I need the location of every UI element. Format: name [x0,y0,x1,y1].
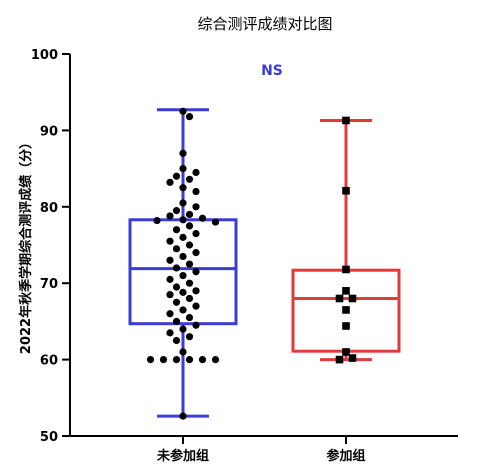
data-point [166,178,174,186]
data-point [192,168,200,177]
y-tick-label: 50 [40,430,58,445]
y-axis-label: 2022年秋季学期综合测评成绩（分） [18,136,34,354]
data-point [179,306,187,314]
data-point [172,298,181,306]
data-point [192,249,200,257]
data-point [172,226,181,234]
data-point [166,237,174,245]
data-point [179,325,187,333]
data-point [192,187,200,196]
data-point [179,216,187,224]
data-point [179,233,187,241]
data-point [198,214,207,222]
data-point [179,149,187,157]
data-point [192,321,200,329]
data-point [172,245,181,253]
y-tick-label: 90 [40,124,58,139]
data-point [348,354,357,362]
data-point [185,313,194,322]
x-tick-label: 未参加组 [156,448,209,464]
data-point [192,268,200,276]
data-point [211,218,220,226]
data-point [185,113,194,121]
data-point [166,291,174,299]
data-point [179,271,187,280]
x-tick-label: 参加组 [326,448,365,464]
data-point [172,336,181,345]
data-point [172,207,181,215]
data-point [179,107,187,115]
data-point [342,322,350,330]
data-point [166,212,174,220]
data-point [192,302,200,310]
y-tick-label: 80 [40,201,58,216]
data-point [342,306,350,314]
data-point [185,175,194,183]
data-point [179,184,187,192]
data-point [172,264,181,272]
data-point [146,356,155,364]
data-point [185,210,194,219]
data-point [185,241,194,249]
data-point [153,216,161,225]
data-point [185,222,194,230]
data-point [342,265,350,274]
data-point [166,275,174,283]
chart-title: 综合测评成绩对比图 [197,15,332,33]
data-point [179,288,187,296]
data-point [342,348,350,356]
data-point [172,283,181,291]
data-point [179,165,187,173]
y-tick-label: 60 [40,354,58,369]
data-point [185,294,194,303]
data-point [335,294,344,303]
data-point [198,356,207,364]
data-point [348,294,357,303]
data-point [179,252,187,261]
y-tick-label: 70 [40,277,58,292]
data-point [185,356,194,364]
data-point [342,186,350,195]
data-point [185,260,194,268]
data-point [192,287,200,295]
data-point [185,333,194,341]
data-point [342,116,350,125]
data-point [172,172,181,180]
data-point [335,355,344,364]
data-point [342,287,350,295]
data-point [179,199,187,207]
data-point [211,356,220,364]
data-point [179,348,187,356]
data-point [172,356,181,364]
data-point [166,310,174,318]
data-point [172,317,181,325]
data-point [192,203,200,211]
data-point [166,256,174,264]
data-point [166,329,174,337]
significance-annotation: NS [261,63,283,79]
data-point [185,279,194,287]
data-point [192,229,200,238]
y-tick-label: 100 [31,48,58,63]
data-point [179,412,187,420]
data-point [159,356,168,364]
